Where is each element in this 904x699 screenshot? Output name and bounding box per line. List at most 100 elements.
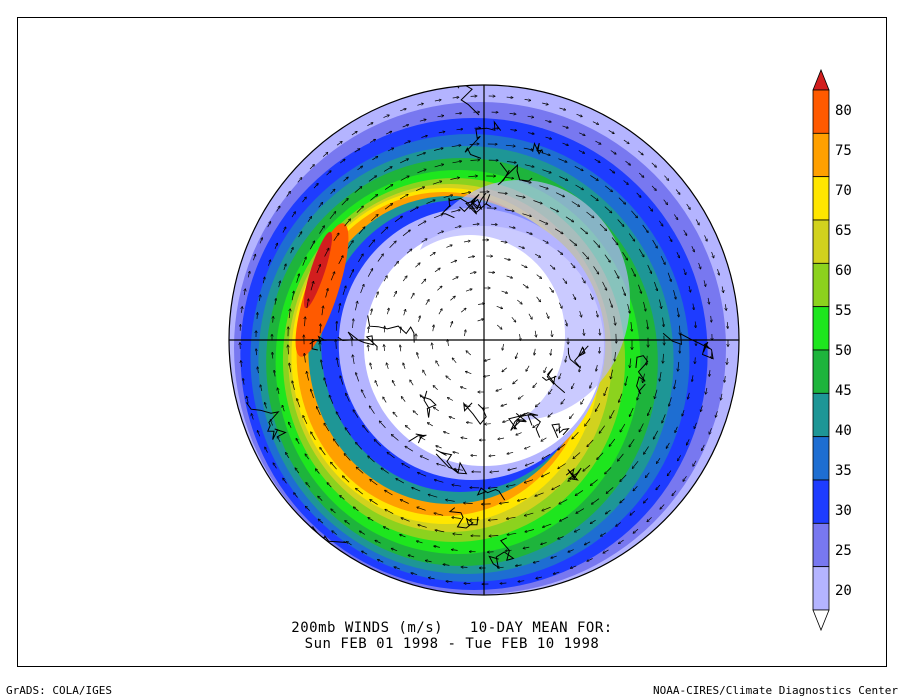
colorbar-tick-label: 25 — [835, 543, 852, 559]
wind-arrow — [393, 292, 397, 298]
wind-arrow — [724, 376, 725, 382]
wind-arrow — [572, 431, 579, 439]
wind-arrow — [642, 224, 648, 232]
wind-arrow — [620, 423, 626, 432]
wind-arrow — [625, 160, 631, 165]
wind-arrow — [608, 298, 612, 308]
wind-arrow — [392, 549, 398, 552]
wind-arrow — [558, 463, 566, 469]
wind-arrow — [452, 517, 462, 518]
wind-arrow — [556, 426, 562, 431]
colorbar-tick-label: 45 — [835, 383, 852, 399]
wind-arrow — [591, 519, 596, 523]
wind-arrow — [344, 454, 351, 461]
wind-arrow — [294, 493, 298, 498]
calm-region-band — [375, 235, 565, 435]
wind-arrow — [461, 387, 467, 390]
wind-arrow — [413, 411, 419, 416]
wind-arrow — [549, 287, 554, 292]
wind-arrow — [362, 551, 368, 555]
wind-arrow — [446, 581, 453, 582]
wind-arrow — [368, 345, 369, 352]
wind-arrow — [331, 509, 336, 514]
wind-arrow — [429, 495, 438, 498]
wind-arrow — [500, 583, 507, 584]
wind-arrow — [392, 435, 399, 441]
wind-arrow — [507, 532, 517, 535]
wind-arrow — [426, 561, 432, 562]
wind-arrow — [443, 564, 450, 565]
wind-arrow — [354, 149, 360, 153]
wind-arrow — [689, 285, 691, 292]
wind-arrow — [701, 405, 703, 412]
wind-arrow — [387, 363, 389, 370]
wind-arrow — [519, 395, 524, 399]
wind-arrow — [660, 504, 665, 509]
wind-arrow — [525, 512, 534, 516]
wind-arrow — [448, 398, 454, 401]
wind-arrow — [536, 274, 542, 279]
wind-arrow — [676, 307, 679, 317]
wind-arrow — [461, 192, 471, 195]
wind-arrow — [368, 240, 375, 248]
wind-arrow — [496, 305, 503, 308]
wind-arrow — [426, 200, 435, 204]
wind-arrow — [593, 240, 600, 248]
wind-arrow — [291, 212, 295, 218]
wind-arrow — [306, 507, 311, 512]
plot-frame — [17, 17, 887, 667]
wind-arrow — [313, 184, 318, 189]
wind-arrow — [575, 528, 581, 532]
wind-arrow — [347, 241, 353, 249]
wind-arrow — [711, 251, 714, 258]
wind-arrow — [421, 456, 429, 461]
wind-arrow — [278, 388, 280, 395]
wind-arrow — [587, 439, 594, 447]
wind-arrow — [336, 322, 337, 331]
wind-arrow — [619, 393, 623, 402]
wind-arrow — [443, 195, 453, 198]
wind-arrow — [489, 456, 496, 457]
wind-arrow — [552, 484, 561, 489]
wind-arrow — [554, 571, 560, 574]
wind-arrow — [358, 254, 363, 263]
wind-arrow — [618, 453, 624, 461]
colorbar-tick-label: 35 — [835, 463, 852, 479]
wind-arrow — [648, 406, 652, 415]
coastline — [463, 401, 487, 425]
wind-arrow — [450, 296, 455, 301]
wind-arrow — [629, 439, 635, 447]
wind-arrow — [270, 420, 273, 426]
wind-arrow — [611, 237, 618, 245]
colorbar-tick-label: 80 — [835, 103, 852, 119]
wind-arrow — [438, 309, 442, 315]
wind-arrow — [604, 254, 610, 262]
wind-arrow — [667, 272, 671, 281]
wind-arrow — [380, 227, 388, 234]
wind-arrow — [610, 410, 615, 418]
wind-arrow — [581, 398, 585, 404]
wind-arrow — [522, 284, 528, 288]
wind-arrow — [408, 555, 415, 558]
colorbar-tick-label: 40 — [835, 423, 852, 439]
wind-arrow — [418, 316, 421, 322]
wind-arrow — [258, 367, 259, 374]
wind-arrow — [485, 358, 491, 361]
coastline — [565, 467, 582, 481]
wind-arrow — [502, 367, 508, 372]
wind-arrow — [286, 192, 291, 197]
wind-arrow — [603, 549, 609, 553]
wind-arrow — [435, 480, 444, 483]
wind-arrow — [321, 360, 323, 370]
wind-arrow — [592, 121, 598, 125]
wind-arrow — [434, 268, 440, 273]
wind-arrow — [709, 370, 710, 376]
wind-arrow — [558, 536, 564, 539]
wind-arrow — [666, 442, 670, 448]
wind-arrow — [401, 518, 410, 522]
wind-arrow — [675, 189, 680, 195]
wind-arrow — [282, 406, 285, 412]
wind-arrow — [325, 289, 328, 298]
wind-arrow — [633, 486, 638, 490]
wind-arrow — [527, 116, 534, 117]
